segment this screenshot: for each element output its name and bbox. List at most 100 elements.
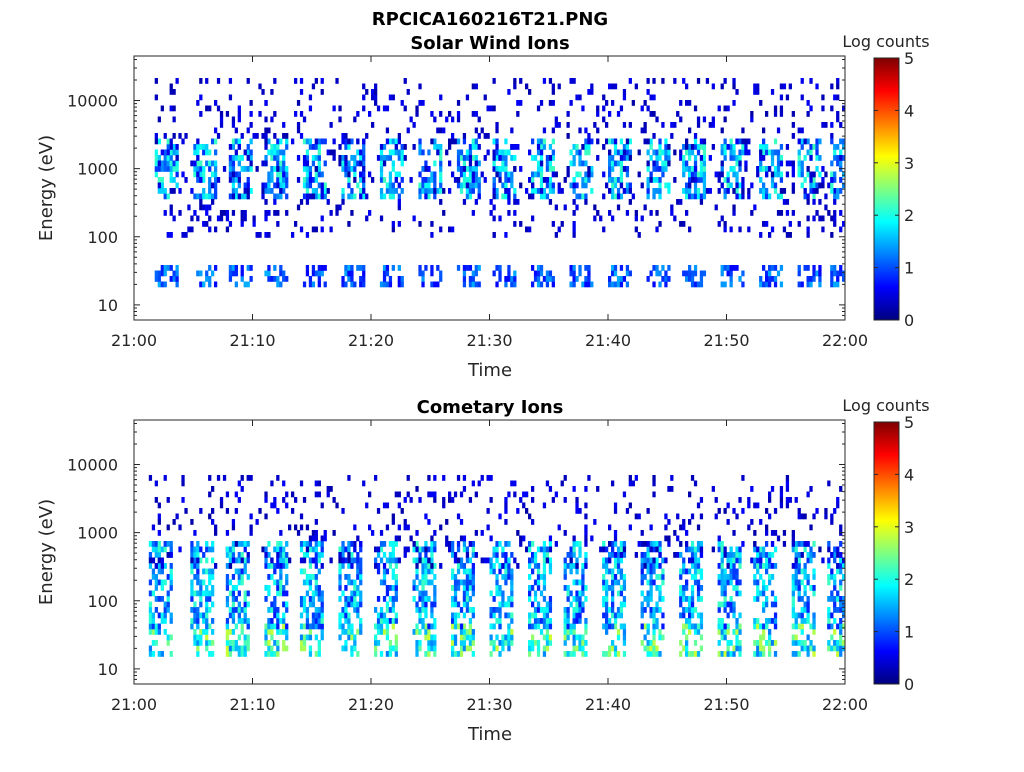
- heatmap-cell: [510, 590, 514, 597]
- heatmap-cell: [394, 651, 398, 657]
- heatmap-cell: [163, 210, 167, 216]
- heatmap-cell: [753, 502, 757, 509]
- heatmap-cell: [172, 149, 176, 156]
- heatmap-cell: [504, 155, 508, 161]
- heatmap-cell: [839, 629, 843, 635]
- heatmap-cell: [240, 166, 244, 172]
- heatmap-cell: [735, 546, 739, 553]
- heatmap-cell: [214, 127, 218, 134]
- heatmap-cell: [806, 612, 810, 619]
- heatmap-cell: [806, 574, 810, 580]
- heatmap-cell: [169, 651, 173, 657]
- heatmap-cell: [507, 612, 511, 619]
- heatmap-cell: [732, 651, 736, 657]
- heatmap-cell: [208, 182, 212, 189]
- heatmap-cell: [430, 546, 434, 553]
- heatmap-cell: [237, 601, 241, 608]
- heatmap-cell: [308, 629, 313, 635]
- heatmap-cell: [344, 612, 348, 619]
- heatmap-cell: [332, 149, 336, 156]
- heatmap-cell: [664, 138, 668, 145]
- heatmap-cell: [379, 618, 384, 624]
- heatmap-cell: [154, 563, 158, 569]
- heatmap-cell: [299, 111, 304, 117]
- heatmap-cell: [320, 607, 324, 613]
- heatmap-cell: [394, 535, 398, 542]
- heatmap-cell: [824, 193, 828, 200]
- heatmap-cell: [448, 226, 452, 233]
- heatmap-cell: [670, 475, 674, 481]
- heatmap-cell: [759, 144, 763, 150]
- heatmap-cell: [779, 144, 784, 150]
- heatmap-cell: [682, 78, 686, 84]
- heatmap-cell: [459, 634, 464, 641]
- heatmap-cell: [762, 193, 766, 200]
- heatmap-cell: [800, 645, 804, 652]
- heatmap-cell: [682, 645, 686, 652]
- heatmap-cell: [199, 546, 203, 553]
- heatmap-cell: [211, 160, 215, 167]
- heatmap-cell: [317, 270, 321, 277]
- heatmap-cell: [483, 557, 487, 564]
- heatmap-cell: [797, 138, 801, 145]
- heatmap-cell: [462, 133, 467, 139]
- heatmap-cell: [765, 552, 769, 558]
- heatmap-cell: [498, 601, 502, 608]
- heatmap-cell: [513, 210, 517, 216]
- heatmap-cell: [753, 204, 757, 211]
- heatmap-cell: [723, 546, 727, 553]
- heatmap-cell: [685, 188, 689, 194]
- heatmap-cell: [427, 182, 431, 189]
- heatmap-cell: [237, 618, 241, 624]
- heatmap-cell: [791, 623, 795, 630]
- heatmap-cell: [539, 182, 544, 189]
- heatmap-cell: [285, 166, 289, 172]
- heatmap-cell: [311, 618, 316, 624]
- heatmap-cell: [545, 155, 550, 161]
- heatmap-cell: [273, 568, 277, 575]
- heatmap-cell: [569, 270, 573, 277]
- heatmap-cell: [273, 563, 277, 569]
- heatmap-cell: [350, 590, 354, 597]
- heatmap-cell: [388, 155, 393, 161]
- heatmap-cell: [791, 640, 795, 646]
- heatmap-cell: [412, 215, 416, 222]
- heatmap-cell: [267, 645, 271, 652]
- heatmap-cell: [762, 188, 766, 194]
- heatmap-cell: [205, 221, 209, 227]
- heatmap-cell: [762, 585, 766, 591]
- heatmap-cell: [371, 530, 375, 536]
- heatmap-cell: [456, 160, 461, 167]
- heatmap-cell: [344, 281, 348, 288]
- heatmap-cell: [655, 265, 659, 271]
- heatmap-cell: [732, 210, 736, 216]
- heatmap-cell: [202, 281, 206, 288]
- heatmap-cell: [619, 155, 624, 161]
- heatmap-cell: [234, 171, 238, 178]
- heatmap-cell: [495, 265, 499, 271]
- heatmap-cell: [738, 651, 742, 657]
- heatmap-cell: [459, 182, 464, 189]
- heatmap-cell: [690, 149, 695, 156]
- heatmap-cell: [640, 563, 644, 569]
- heatmap-cell: [708, 155, 712, 161]
- heatmap-cell: [172, 105, 176, 112]
- heatmap-cell: [842, 270, 846, 277]
- heatmap-cell: [699, 199, 704, 205]
- heatmap-cell: [762, 579, 766, 586]
- heatmap-cell: [572, 155, 576, 161]
- heatmap-cell: [190, 226, 194, 233]
- heatmap-cell: [234, 193, 238, 200]
- heatmap-cell: [243, 612, 247, 619]
- heatmap-cell: [723, 651, 727, 657]
- heatmap-cell: [234, 177, 238, 183]
- heatmap-cell: [773, 618, 778, 624]
- heatmap-cell: [382, 629, 387, 635]
- heatmap-cell: [474, 171, 478, 178]
- heatmap-cell: [166, 634, 170, 641]
- heatmap-cell: [578, 160, 582, 167]
- heatmap-cell: [433, 138, 437, 145]
- heatmap-cell: [531, 557, 535, 564]
- heatmap-cell: [572, 596, 576, 602]
- heatmap-cell: [590, 281, 594, 288]
